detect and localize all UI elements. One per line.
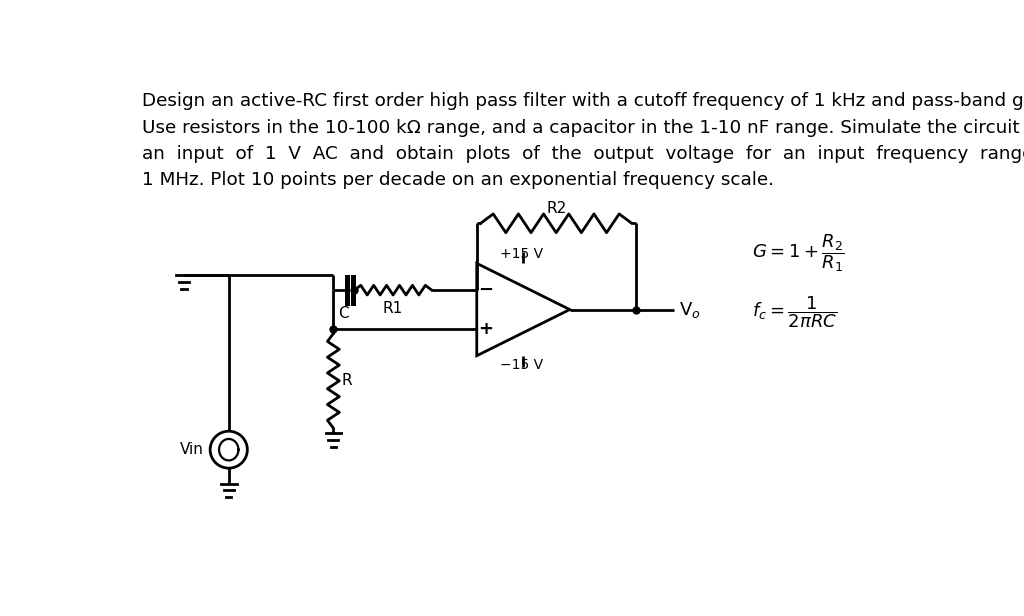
- Text: R2: R2: [546, 201, 566, 216]
- Text: 1 MHz. Plot 10 points per decade on an exponential frequency scale.: 1 MHz. Plot 10 points per decade on an e…: [142, 171, 774, 189]
- Text: R: R: [341, 373, 352, 388]
- Text: +: +: [478, 320, 494, 338]
- Text: Use resistors in the 10-100 kΩ range, and a capacitor in the 1-10 nF range. Simu: Use resistors in the 10-100 kΩ range, an…: [142, 118, 1024, 137]
- Text: V$_o$: V$_o$: [679, 299, 700, 320]
- Text: C: C: [339, 306, 349, 320]
- Text: an  input  of  1  V  AC  and  obtain  plots  of  the  output  voltage  for  an  : an input of 1 V AC and obtain plots of t…: [142, 145, 1024, 163]
- Text: −: −: [478, 281, 494, 299]
- Text: R1: R1: [383, 301, 403, 316]
- Text: $G = 1 + \dfrac{R_2}{R_1}$: $G = 1 + \dfrac{R_2}{R_1}$: [752, 232, 845, 274]
- Text: Vin: Vin: [180, 442, 204, 457]
- Text: +15 V: +15 V: [500, 247, 543, 261]
- Text: Design an active-RC first order high pass filter with a cutoff frequency of 1 kH: Design an active-RC first order high pas…: [142, 92, 1024, 110]
- Text: $f_c = \dfrac{1}{2\pi RC}$: $f_c = \dfrac{1}{2\pi RC}$: [752, 294, 837, 330]
- Text: −15 V: −15 V: [500, 358, 543, 372]
